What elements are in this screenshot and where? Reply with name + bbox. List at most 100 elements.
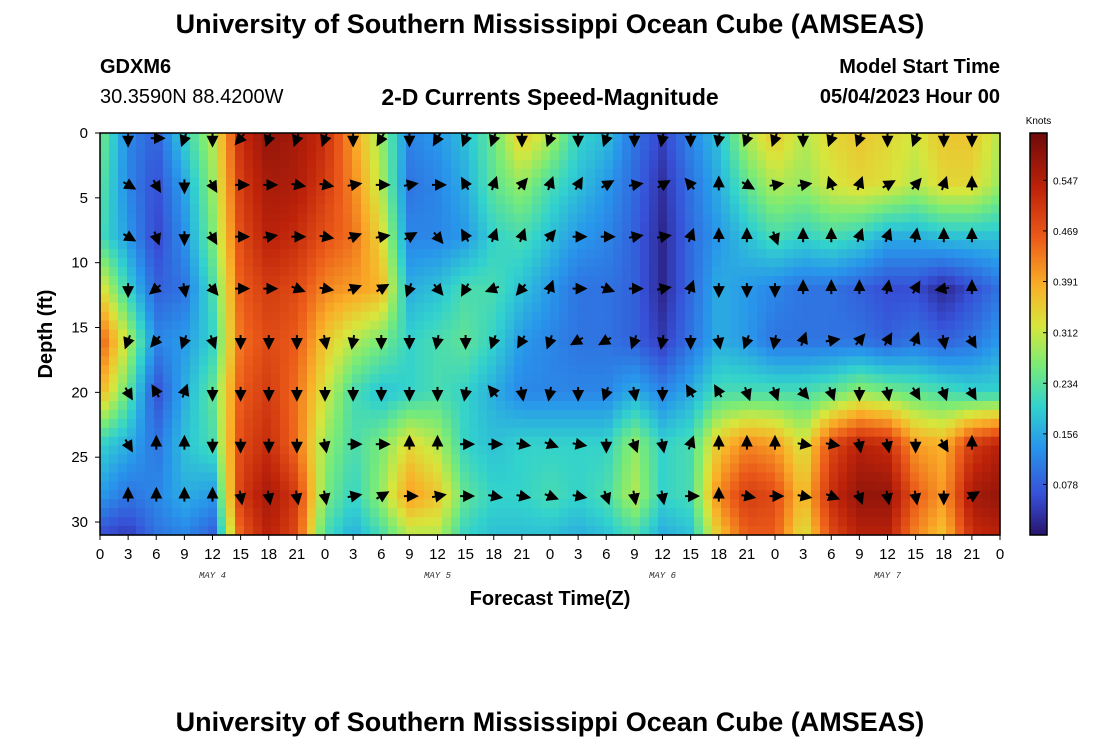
heatmap-cell (253, 427, 263, 438)
heatmap-cell (451, 409, 461, 420)
heatmap-cell (343, 231, 353, 241)
heatmap-cell (622, 240, 632, 250)
heatmap-cell (406, 293, 416, 304)
heatmap-cell (820, 293, 830, 304)
heatmap-cell (343, 159, 353, 170)
heatmap-cell (919, 204, 929, 214)
heatmap-cell (748, 481, 758, 491)
heatmap-cell (514, 320, 524, 331)
heatmap-cell (820, 150, 830, 161)
heatmap-cell (199, 240, 209, 250)
heatmap-cell (919, 499, 929, 509)
heatmap-cell (586, 409, 596, 420)
heatmap-cell (109, 383, 119, 393)
heatmap-cell (541, 275, 551, 286)
heatmap-cell (523, 249, 533, 259)
heatmap-cell (352, 168, 362, 179)
heatmap-cell (280, 293, 290, 304)
heatmap-cell (370, 490, 380, 500)
heatmap-cell (820, 481, 830, 491)
heatmap-cell (721, 267, 731, 277)
heatmap-cell (109, 490, 119, 500)
heatmap-cell (163, 267, 173, 277)
heatmap-cell (865, 240, 875, 250)
heatmap-cell (271, 150, 281, 161)
heatmap-cell (865, 204, 875, 214)
heatmap-cell (640, 231, 650, 241)
heatmap-cell (811, 392, 821, 402)
heatmap-cell (631, 213, 641, 223)
heatmap-cell (631, 320, 641, 331)
heatmap-cell (199, 409, 209, 420)
heatmap-cell (271, 427, 281, 438)
heatmap-cell (172, 213, 182, 223)
heatmap-cell (649, 275, 659, 286)
heatmap-cell (532, 240, 542, 250)
heatmap-cell (235, 267, 245, 277)
heatmap-cell (145, 302, 155, 313)
heatmap-cell (424, 365, 434, 375)
heatmap-cell (694, 249, 704, 259)
current-arrow (318, 438, 331, 454)
heatmap-cell (451, 186, 461, 197)
heatmap-cell (298, 401, 308, 411)
heatmap-cell (856, 186, 866, 197)
heatmap-cell (739, 249, 749, 259)
heatmap-cell (973, 383, 983, 393)
heatmap-cell (307, 436, 317, 447)
heatmap-cell (217, 508, 227, 518)
heatmap-cell (271, 383, 281, 393)
heatmap-cell (532, 427, 542, 438)
heatmap-cell (262, 463, 272, 474)
heatmap-cell (919, 195, 929, 206)
heatmap-cell (433, 293, 443, 304)
heatmap-cell (721, 409, 731, 420)
heatmap-cell (478, 338, 488, 348)
heatmap-cell (847, 517, 857, 527)
heatmap-cell (649, 186, 659, 197)
heatmap-cell (838, 258, 848, 268)
heatmap-cell (190, 409, 200, 420)
heatmap-cell (874, 284, 884, 295)
heatmap-cell (316, 401, 326, 411)
heatmap-cell (406, 311, 416, 322)
heatmap-cell (253, 463, 263, 474)
heatmap-cell (532, 454, 542, 465)
heatmap-cell (910, 159, 920, 170)
x-tick-label: 18 (485, 546, 502, 563)
heatmap-cell (694, 150, 704, 161)
heatmap-cell (334, 168, 344, 179)
heatmap-cell (334, 499, 344, 509)
heatmap-cell (289, 150, 299, 161)
heatmap-cell (532, 267, 542, 277)
current-arrow (375, 491, 390, 503)
heatmap-cell (532, 526, 542, 536)
heatmap-cell (712, 320, 722, 331)
heatmap-cell (712, 222, 722, 232)
heatmap-cell (298, 195, 308, 206)
heatmap-cell (442, 293, 452, 304)
heatmap-cell (388, 472, 398, 482)
heatmap-cell (163, 472, 173, 482)
heatmap-cell (181, 418, 191, 429)
heatmap-cell (163, 445, 173, 456)
heatmap-cell (955, 240, 965, 250)
heatmap-cell (298, 222, 308, 232)
heatmap-cell (892, 329, 902, 340)
heatmap-cell (892, 383, 902, 393)
heatmap-cell (730, 526, 740, 536)
heatmap-cell (622, 418, 632, 429)
heatmap-cell (271, 526, 281, 536)
heatmap-cell (253, 472, 263, 482)
heatmap-cell (154, 150, 164, 161)
heatmap-cell (874, 463, 884, 474)
heatmap-cell (811, 454, 821, 465)
heatmap-cell (793, 356, 803, 366)
heatmap-cell (568, 133, 578, 143)
heatmap-cell (766, 463, 776, 474)
heatmap-cell (595, 275, 605, 286)
heatmap-cell (820, 392, 830, 402)
heatmap-cell (604, 526, 614, 536)
heatmap-cell (613, 159, 623, 170)
